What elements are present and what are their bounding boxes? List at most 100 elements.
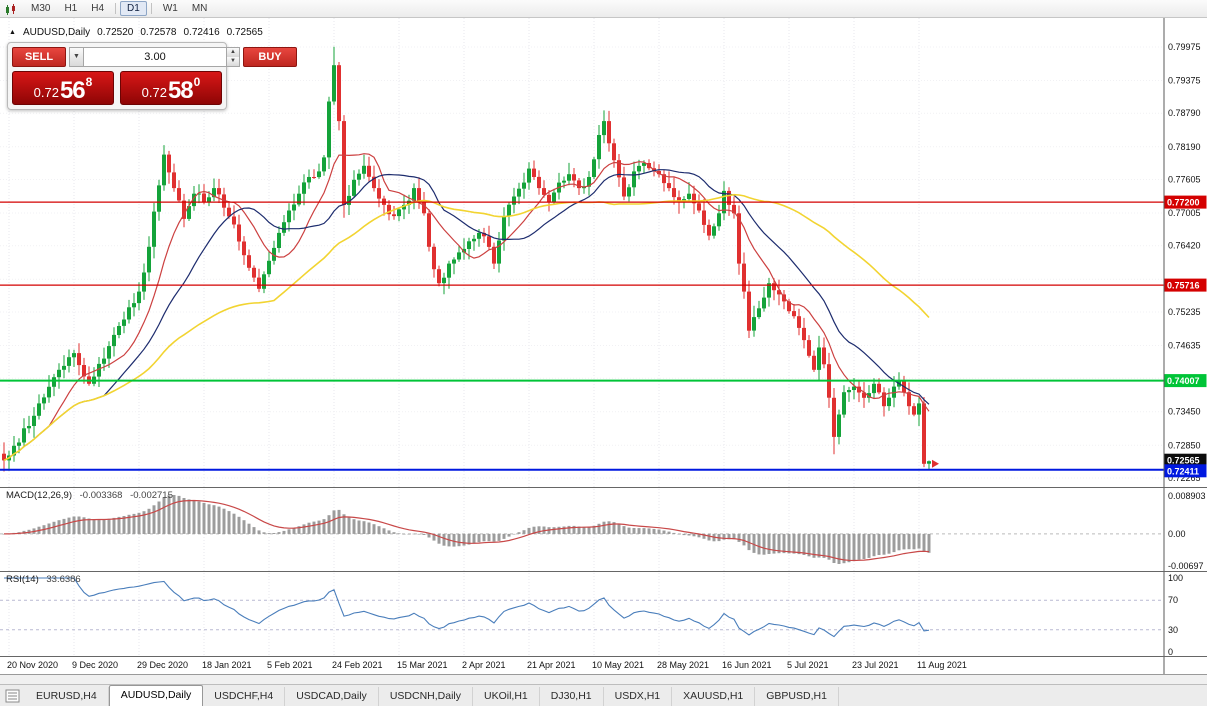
- price-chart[interactable]: 0.79975 0.79375 0.78790 0.78190 0.77605 0.770…: [0, 0, 1207, 680]
- close-value: 0.72565: [226, 27, 263, 38]
- svg-text:0.72265: 0.72265: [1168, 473, 1201, 483]
- volume-dropdown-icon[interactable]: ▼: [69, 47, 84, 67]
- open-value: 0.72520: [97, 27, 134, 38]
- chart-tab-audusd[interactable]: AUDUSD,Daily: [108, 685, 204, 706]
- svg-text:0.78790: 0.78790: [1168, 108, 1201, 118]
- svg-text:-0.00697: -0.00697: [1168, 561, 1204, 571]
- chart-tab-usdcnh[interactable]: USDCNH,Daily: [379, 687, 473, 706]
- svg-text:0.72565: 0.72565: [1167, 456, 1200, 466]
- price-axis[interactable]: 0.79975 0.79375 0.78790 0.78190 0.77605 0.770…: [1163, 18, 1207, 674]
- symbol-label: AUDUSD,Daily: [22, 27, 91, 38]
- chart-tab-usdcad[interactable]: USDCAD,Daily: [285, 687, 379, 706]
- timeframe-button-h4[interactable]: H4: [91, 3, 105, 14]
- chart-tab-usdchf[interactable]: USDCHF,H4: [203, 687, 286, 706]
- svg-text:0.00: 0.00: [1168, 529, 1186, 539]
- chart-grid: [0, 18, 1164, 656]
- high-value: 0.72578: [140, 27, 177, 38]
- svg-text:21 Apr 2021: 21 Apr 2021: [527, 660, 576, 670]
- svg-text:10 May 2021: 10 May 2021: [592, 660, 644, 670]
- svg-text:0.79375: 0.79375: [1168, 76, 1201, 86]
- svg-text:16 Jun 2021: 16 Jun 2021: [722, 660, 772, 670]
- chart-tabs: EURUSD,H4 AUDUSD,Daily USDCHF,H4 USDCAD,Dai…: [25, 685, 839, 706]
- panel-separators: [0, 487, 1207, 675]
- svg-text:5 Jul 2021: 5 Jul 2021: [787, 660, 829, 670]
- svg-text:24 Feb 2021: 24 Feb 2021: [332, 660, 383, 670]
- chart-list-icon[interactable]: [5, 689, 21, 704]
- svg-text:0.008903: 0.008903: [1168, 491, 1206, 501]
- bid-pipette: 8: [85, 75, 93, 89]
- ask-pips: 58: [167, 77, 194, 104]
- svg-text:28 May 2021: 28 May 2021: [657, 660, 709, 670]
- svg-text:0.72850: 0.72850: [1168, 440, 1201, 450]
- sell-button[interactable]: SELL: [12, 47, 66, 67]
- moving-averages-layer: [3, 153, 930, 462]
- chart-tab-bar: EURUSD,H4 AUDUSD,Daily USDCHF,H4 USDCAD,Dai…: [0, 684, 1207, 706]
- toolbar-separator: [150, 3, 152, 14]
- svg-text:100: 100: [1168, 573, 1183, 583]
- toolbar-separator: [115, 3, 117, 14]
- ask-big-figure: 0.72: [141, 85, 167, 100]
- ask-pipette: 0: [193, 75, 201, 89]
- svg-text:0: 0: [1168, 647, 1173, 657]
- timeframe-toolbar: M30 H1 H4 D1 W1 MN: [0, 0, 1207, 18]
- rsi-value: 33.6386: [46, 574, 81, 585]
- chart-tab-usdx[interactable]: USDX,H1: [604, 687, 673, 706]
- svg-text:0.75716: 0.75716: [1167, 281, 1200, 291]
- svg-text:0.76420: 0.76420: [1168, 241, 1201, 251]
- svg-text:0.73450: 0.73450: [1168, 407, 1201, 417]
- macd-name: MACD(12,26,9): [6, 490, 72, 501]
- timeframe-button-mn[interactable]: MN: [191, 3, 208, 14]
- svg-text:0.78190: 0.78190: [1168, 142, 1201, 152]
- bid-big-figure: 0.72: [33, 85, 59, 100]
- timeframe-button-d1[interactable]: D1: [120, 1, 147, 16]
- horizontal-level-lines[interactable]: [0, 201, 1164, 471]
- timeframe-buttons: M30 H1 H4 D1 W1 MN: [24, 1, 214, 16]
- svg-text:0.74635: 0.74635: [1168, 341, 1201, 351]
- volume-up-icon[interactable]: ▲: [227, 48, 239, 57]
- ask-quote-button[interactable]: 0.72 58 0: [120, 71, 222, 105]
- svg-text:18 Jan 2021: 18 Jan 2021: [202, 660, 252, 670]
- svg-text:0.77200: 0.77200: [1167, 198, 1200, 208]
- svg-text:0.75235: 0.75235: [1168, 307, 1201, 317]
- one-click-toggle-icon[interactable]: ▲: [9, 28, 16, 36]
- candlestick-chart-icon: [4, 3, 18, 15]
- bid-pips: 56: [59, 77, 86, 104]
- svg-text:70: 70: [1168, 595, 1178, 605]
- svg-text:0.74007: 0.74007: [1167, 376, 1200, 386]
- svg-text:0.79975: 0.79975: [1168, 42, 1201, 52]
- volume-input[interactable]: [84, 47, 227, 67]
- chart-tab-eurusd[interactable]: EURUSD,H4: [25, 687, 109, 706]
- svg-text:9 Dec 2020: 9 Dec 2020: [72, 660, 118, 670]
- last-price-marker: [932, 459, 939, 468]
- chart-ohlc-header: ▲ AUDUSD,Daily 0.72520 0.72578 0.72416 0…: [9, 27, 263, 38]
- chart-tab-gbpusd[interactable]: GBPUSD,H1: [755, 687, 839, 706]
- volume-stepper: ▲ ▼: [227, 47, 240, 67]
- chart-tab-dj30[interactable]: DJ30,H1: [540, 687, 604, 706]
- volume-control: ▼ ▲ ▼: [69, 47, 240, 67]
- timeframe-button-w1[interactable]: W1: [162, 3, 178, 14]
- svg-text:30: 30: [1168, 625, 1178, 635]
- chart-tab-ukoil[interactable]: UKOil,H1: [473, 687, 540, 706]
- one-click-trading-panel: SELL ▼ ▲ ▼ BUY 0.72 56 8 0.72 58 0: [7, 42, 297, 110]
- svg-text:20 Nov 2020: 20 Nov 2020: [7, 660, 58, 670]
- svg-text:29 Dec 2020: 29 Dec 2020: [137, 660, 188, 670]
- date-axis[interactable]: 20 Nov 2020 9 Dec 2020 29 Dec 2020 18 Jan 2…: [7, 660, 967, 670]
- svg-text:11 Aug 2021: 11 Aug 2021: [917, 660, 967, 670]
- bid-quote-button[interactable]: 0.72 56 8: [12, 71, 114, 105]
- timeframe-button-h1[interactable]: H1: [64, 3, 78, 14]
- timeframe-button-m30[interactable]: M30: [31, 3, 51, 14]
- macd-panel: [0, 495, 1164, 564]
- chart-tab-xauusd[interactable]: XAUUSD,H1: [672, 687, 756, 706]
- rsi-panel: [0, 577, 1164, 638]
- macd-signal-value: -0.002715: [130, 490, 173, 501]
- svg-text:0.77005: 0.77005: [1168, 208, 1201, 218]
- svg-text:5 Feb 2021: 5 Feb 2021: [267, 660, 313, 670]
- svg-text:0.77605: 0.77605: [1168, 175, 1201, 185]
- volume-down-icon[interactable]: ▼: [227, 57, 239, 66]
- macd-label: MACD(12,26,9) -0.003368 -0.002715: [6, 490, 173, 501]
- rsi-label: RSI(14) 33.6386: [6, 574, 81, 585]
- svg-text:15 Mar 2021: 15 Mar 2021: [397, 660, 448, 670]
- svg-text:2 Apr 2021: 2 Apr 2021: [462, 660, 506, 670]
- buy-button[interactable]: BUY: [243, 47, 297, 67]
